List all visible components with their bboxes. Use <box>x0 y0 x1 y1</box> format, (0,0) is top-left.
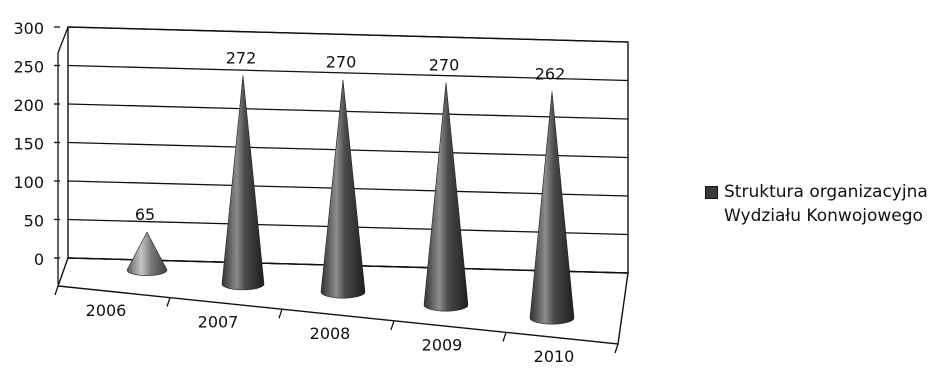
y-tick-label: 150 <box>13 135 44 154</box>
x-tick-label: 2010 <box>534 347 575 366</box>
cone-body <box>320 79 366 299</box>
cone-2007 <box>221 75 265 291</box>
data-label: 270 <box>326 53 357 72</box>
cone-2010 <box>529 91 575 325</box>
legend-label-line2: Wydziału Konwojowego <box>724 206 923 226</box>
x-tick <box>166 297 171 307</box>
gridline <box>67 103 629 120</box>
y-tick-label: 250 <box>13 58 44 77</box>
x-tick <box>614 343 619 354</box>
legend: Struktura organizacyjna Wydziału Konwojo… <box>705 180 928 228</box>
x-axis: 2006 2007 2008 2009 2010 <box>54 285 619 366</box>
data-label: 65 <box>135 205 155 224</box>
y-tick-label: 300 <box>13 19 44 38</box>
x-tick-label: 2006 <box>86 301 127 320</box>
y-tick-label: 200 <box>13 96 44 115</box>
y-tick-label: 0 <box>34 250 44 269</box>
x-tick <box>278 308 283 319</box>
gridline <box>67 26 629 43</box>
data-label: 262 <box>535 64 566 83</box>
y-tick-label: 100 <box>13 173 44 192</box>
data-label: 270 <box>429 55 460 74</box>
legend-text: Struktura organizacyjna Wydziału Konwojo… <box>724 180 928 228</box>
cone-series <box>126 75 575 325</box>
cone-body <box>423 82 469 312</box>
y-axis: 0 50 100 150 200 250 300 <box>13 19 69 284</box>
data-labels: 65 272 270 270 262 <box>135 48 565 224</box>
cone-body <box>221 75 265 291</box>
x-tick-label: 2009 <box>422 336 463 355</box>
cone-body <box>529 91 575 325</box>
y-axis-depth-top <box>57 26 69 54</box>
cone-2006 <box>126 231 168 276</box>
legend-label-line1: Struktura organizacyjna <box>724 182 928 202</box>
legend-swatch <box>705 186 718 199</box>
cone-body <box>126 231 168 276</box>
data-label: 272 <box>226 48 257 67</box>
y-tick-label: 50 <box>24 212 44 231</box>
gridline <box>67 64 629 82</box>
cone-2009 <box>423 82 469 312</box>
x-tick <box>390 320 395 331</box>
x-tick <box>54 285 59 296</box>
x-tick-label: 2008 <box>310 324 351 343</box>
x-tick-label: 2007 <box>198 312 239 331</box>
x-tick <box>502 332 507 342</box>
legend-item: Struktura organizacyjna Wydziału Konwojo… <box>705 180 928 228</box>
cone-2008 <box>320 79 366 299</box>
